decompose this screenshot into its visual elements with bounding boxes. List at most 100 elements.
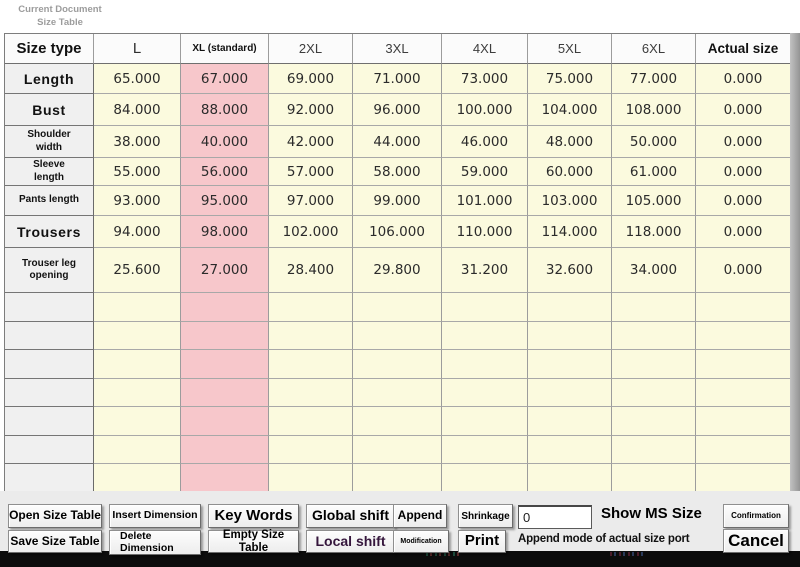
size-cell[interactable]: 101.000	[442, 186, 528, 216]
size-cell-empty[interactable]	[442, 435, 528, 464]
size-cell-empty[interactable]	[94, 321, 181, 350]
insert-dimension-button[interactable]: Insert Dimension	[109, 504, 201, 528]
size-cell[interactable]: 95.000	[181, 186, 269, 216]
size-cell[interactable]: 0.000	[696, 248, 791, 293]
size-cell[interactable]: 61.000	[612, 158, 696, 186]
empty-row-label[interactable]	[5, 464, 94, 493]
size-cell[interactable]: 0.000	[696, 64, 791, 94]
size-cell-empty[interactable]	[612, 464, 696, 493]
size-cell[interactable]: 48.000	[528, 126, 612, 158]
size-cell-empty[interactable]	[269, 350, 353, 379]
column-header-l[interactable]: L	[94, 34, 181, 64]
size-cell-empty[interactable]	[269, 407, 353, 436]
size-cell[interactable]: 84.000	[94, 94, 181, 126]
size-cell-empty[interactable]	[181, 407, 269, 436]
size-cell-empty[interactable]	[269, 378, 353, 407]
size-cell[interactable]: 118.000	[612, 216, 696, 248]
size-cell[interactable]: 34.000	[612, 248, 696, 293]
size-cell[interactable]: 67.000	[181, 64, 269, 94]
size-cell[interactable]: 65.000	[94, 64, 181, 94]
size-cell-empty[interactable]	[696, 464, 791, 493]
size-cell[interactable]: 32.600	[528, 248, 612, 293]
row-label-shoulder-width[interactable]: Shoulder width	[5, 126, 94, 158]
size-cell-empty[interactable]	[181, 378, 269, 407]
confirmation-button[interactable]: Confirmation	[723, 504, 789, 528]
size-cell-empty[interactable]	[353, 350, 442, 379]
size-cell[interactable]: 71.000	[353, 64, 442, 94]
size-cell-empty[interactable]	[353, 435, 442, 464]
size-cell[interactable]: 105.000	[612, 186, 696, 216]
empty-row-label[interactable]	[5, 435, 94, 464]
size-cell[interactable]: 50.000	[612, 126, 696, 158]
empty-row-label[interactable]	[5, 321, 94, 350]
size-cell[interactable]: 96.000	[353, 94, 442, 126]
size-cell-empty[interactable]	[612, 378, 696, 407]
size-cell-empty[interactable]	[442, 464, 528, 493]
empty-row-label[interactable]	[5, 350, 94, 379]
row-label-sleeve-length[interactable]: Sleeve length	[5, 158, 94, 186]
size-cell[interactable]: 102.000	[269, 216, 353, 248]
shrinkage-input[interactable]	[518, 505, 592, 529]
size-cell-empty[interactable]	[269, 464, 353, 493]
size-cell-empty[interactable]	[442, 293, 528, 322]
open-size-table-button[interactable]: Open Size Table	[8, 504, 102, 528]
size-cell[interactable]: 0.000	[696, 216, 791, 248]
size-cell[interactable]: 0.000	[696, 186, 791, 216]
size-cell-empty[interactable]	[612, 350, 696, 379]
size-cell-empty[interactable]	[612, 321, 696, 350]
size-cell[interactable]: 110.000	[442, 216, 528, 248]
size-cell[interactable]: 59.000	[442, 158, 528, 186]
size-cell-empty[interactable]	[528, 407, 612, 436]
size-cell[interactable]: 97.000	[269, 186, 353, 216]
size-cell[interactable]: 27.000	[181, 248, 269, 293]
size-cell-empty[interactable]	[528, 435, 612, 464]
column-header-2xl[interactable]: 2XL	[269, 34, 353, 64]
column-header-xl-standard[interactable]: XL (standard)	[181, 34, 269, 64]
size-cell[interactable]: 73.000	[442, 64, 528, 94]
size-cell[interactable]: 58.000	[353, 158, 442, 186]
size-cell[interactable]: 77.000	[612, 64, 696, 94]
cancel-button[interactable]: Cancel	[723, 529, 789, 553]
size-cell[interactable]: 55.000	[94, 158, 181, 186]
size-cell[interactable]: 40.000	[181, 126, 269, 158]
size-cell-empty[interactable]	[696, 293, 791, 322]
size-cell-empty[interactable]	[269, 293, 353, 322]
size-cell-empty[interactable]	[94, 407, 181, 436]
size-cell-empty[interactable]	[181, 293, 269, 322]
local-shift-button[interactable]: Local shift	[306, 530, 395, 553]
size-cell-empty[interactable]	[269, 321, 353, 350]
column-header-6xl[interactable]: 6XL	[612, 34, 696, 64]
row-label-trousers[interactable]: Trousers	[5, 216, 94, 248]
empty-row-label[interactable]	[5, 378, 94, 407]
size-cell[interactable]: 60.000	[528, 158, 612, 186]
size-cell-empty[interactable]	[442, 407, 528, 436]
size-cell-empty[interactable]	[442, 321, 528, 350]
size-cell-empty[interactable]	[353, 378, 442, 407]
size-cell[interactable]: 103.000	[528, 186, 612, 216]
save-size-table-button[interactable]: Save Size Table	[8, 530, 102, 553]
size-cell-empty[interactable]	[181, 321, 269, 350]
size-cell[interactable]: 25.600	[94, 248, 181, 293]
size-cell[interactable]: 0.000	[696, 158, 791, 186]
size-cell-empty[interactable]	[181, 464, 269, 493]
size-cell-empty[interactable]	[353, 407, 442, 436]
global-shift-button[interactable]: Global shift	[306, 504, 395, 528]
size-cell[interactable]: 28.400	[269, 248, 353, 293]
size-cell[interactable]: 46.000	[442, 126, 528, 158]
column-header-4xl[interactable]: 4XL	[442, 34, 528, 64]
row-label-pants-length[interactable]: Pants length	[5, 186, 94, 216]
size-cell-empty[interactable]	[94, 464, 181, 493]
size-cell[interactable]: 69.000	[269, 64, 353, 94]
size-cell-empty[interactable]	[353, 321, 442, 350]
size-cell[interactable]: 42.000	[269, 126, 353, 158]
size-cell[interactable]: 56.000	[181, 158, 269, 186]
size-cell-empty[interactable]	[353, 464, 442, 493]
size-cell-empty[interactable]	[269, 435, 353, 464]
size-cell[interactable]: 92.000	[269, 94, 353, 126]
column-header-5xl[interactable]: 5XL	[528, 34, 612, 64]
table-scrollbar[interactable]	[790, 33, 800, 492]
empty-row-label[interactable]	[5, 407, 94, 436]
size-cell[interactable]: 99.000	[353, 186, 442, 216]
size-cell-empty[interactable]	[696, 435, 791, 464]
size-cell[interactable]: 0.000	[696, 126, 791, 158]
